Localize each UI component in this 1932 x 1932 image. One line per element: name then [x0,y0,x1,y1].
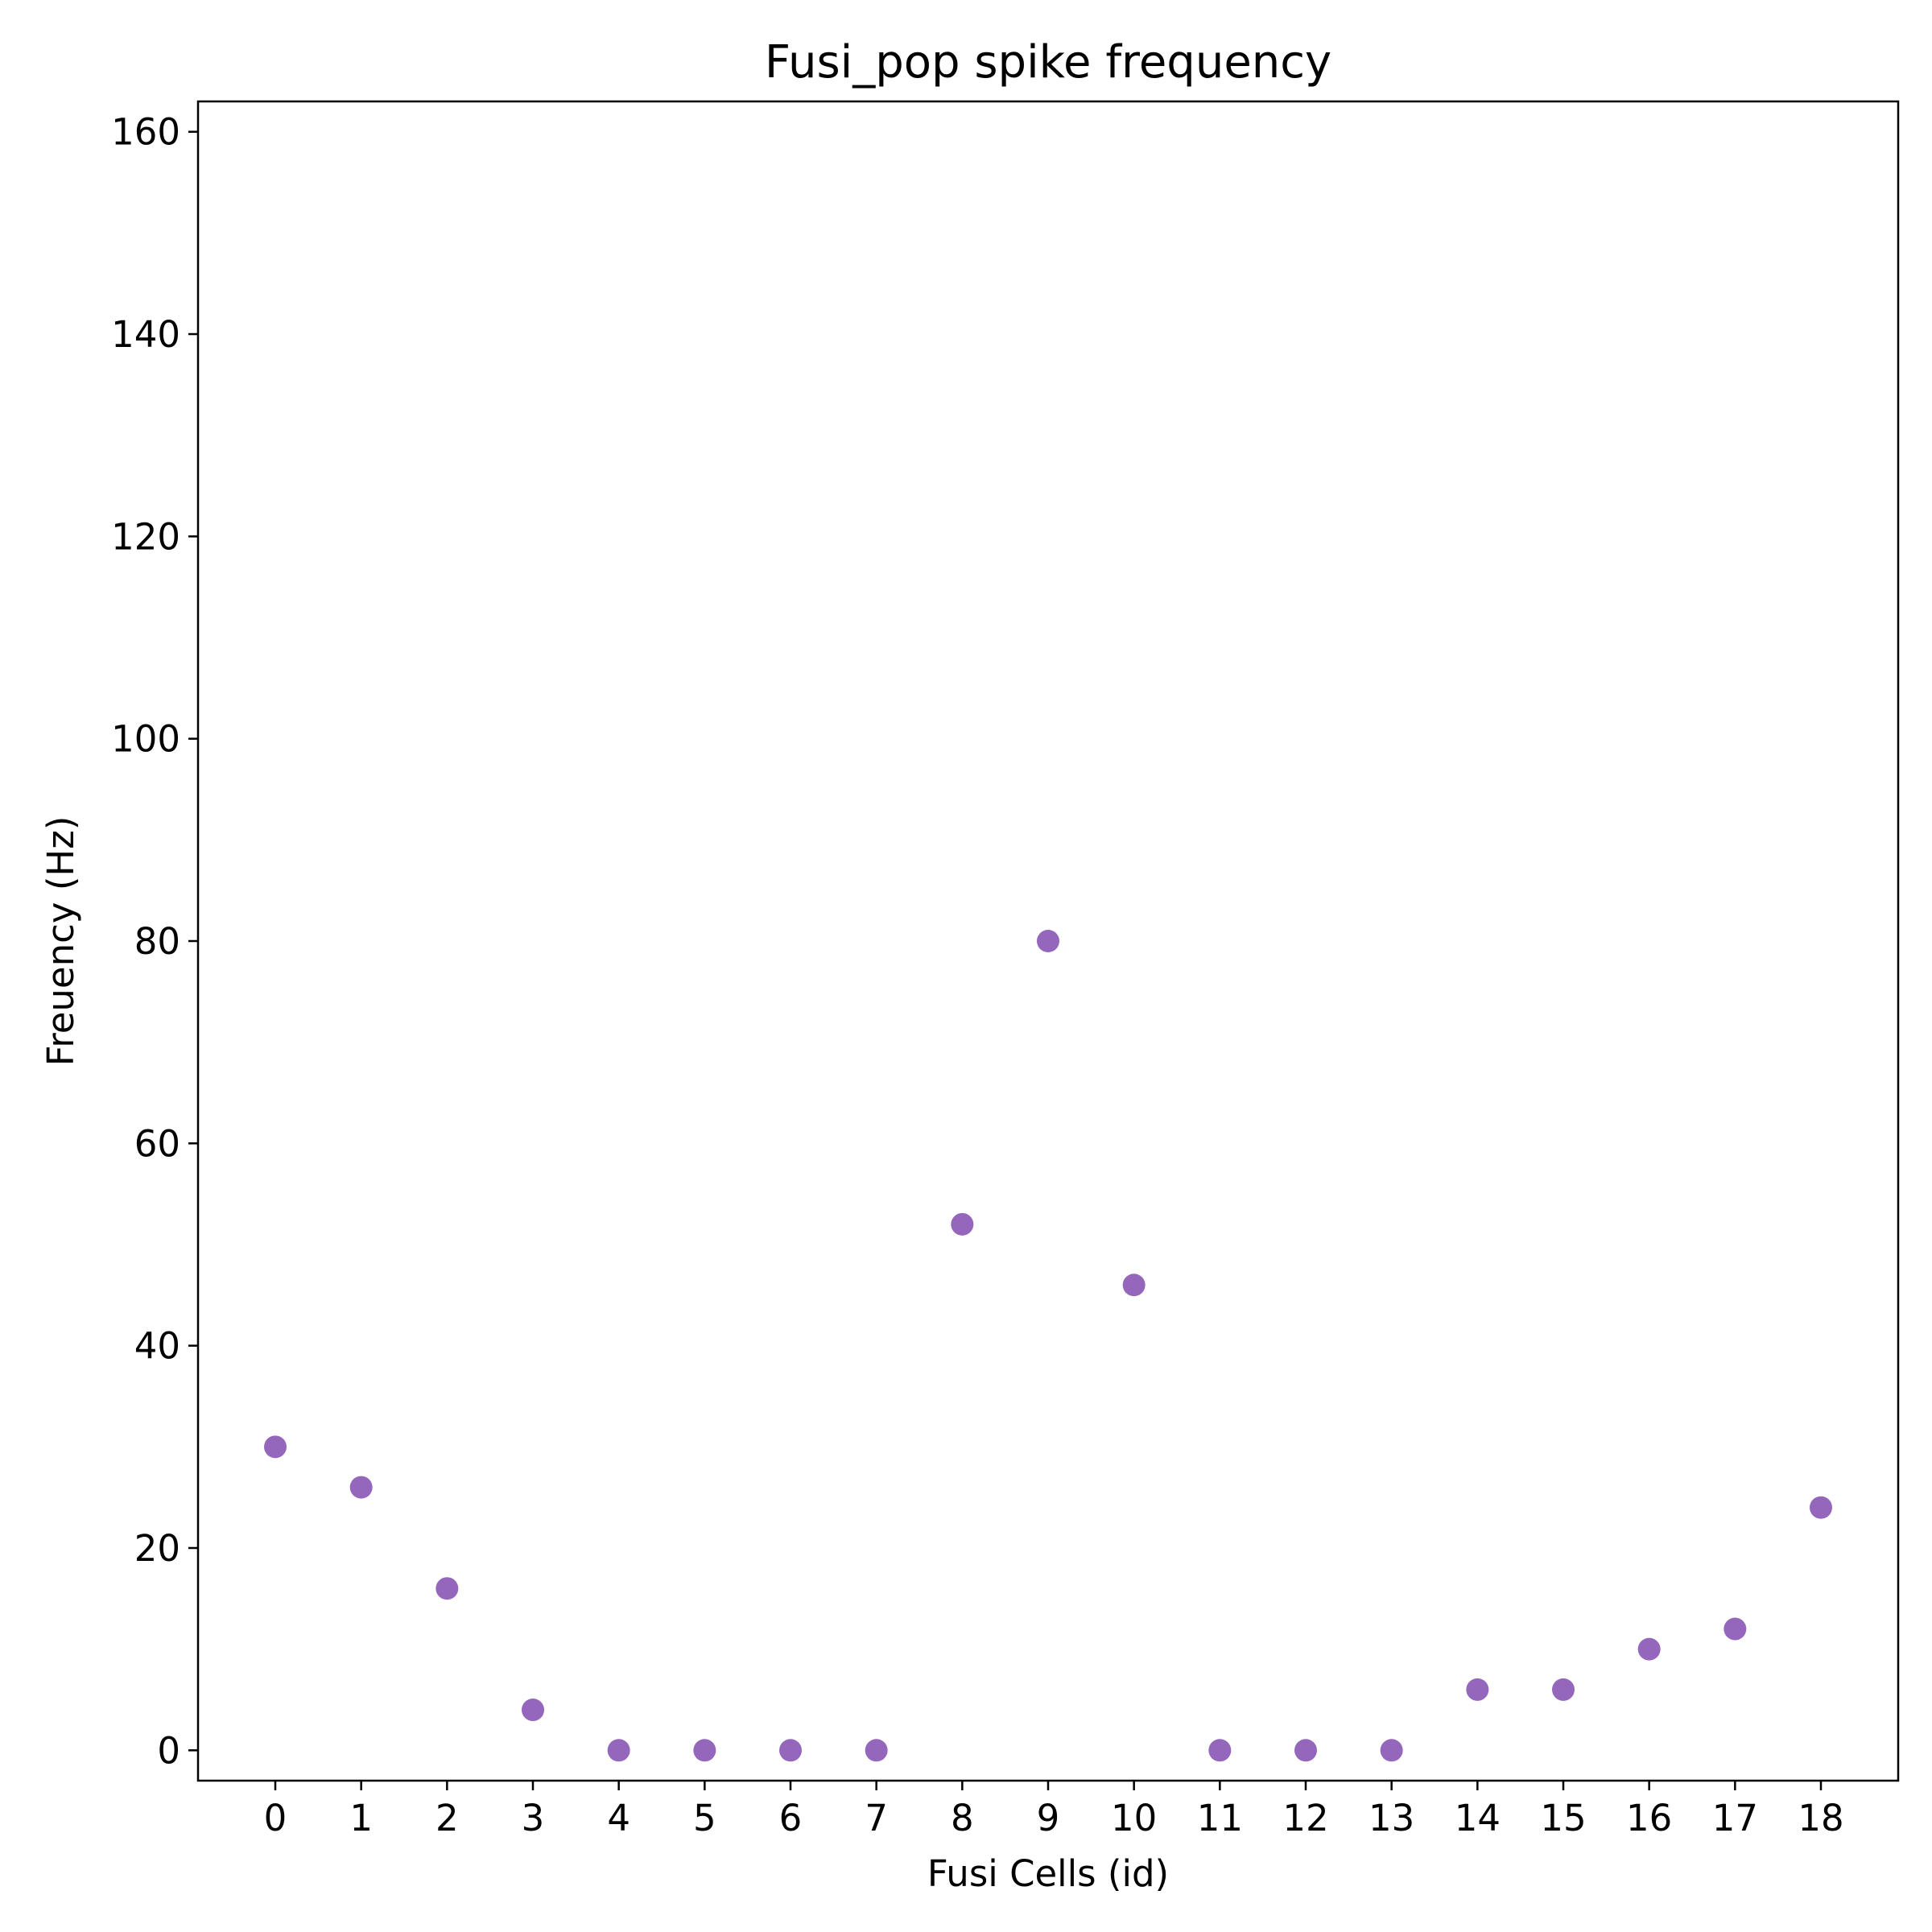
x-tick-label: 9 [1037,1797,1060,1839]
x-axis-label: Fusi Cells (id) [927,1852,1169,1895]
data-point [607,1739,630,1762]
x-tick-label: 12 [1282,1797,1328,1839]
plot-area-frame [196,100,1900,1782]
data-point [264,1435,287,1459]
data-point [1810,1496,1832,1519]
x-tick-label: 0 [264,1797,287,1839]
x-tick-label: 4 [607,1797,630,1839]
y-tick-label: 100 [111,718,180,761]
x-axis-ticks: 0 1 2 3 4 5 6 7 8 9 10 11 12 13 14 15 16 17 18 [264,1781,1844,1839]
y-tick-label: 140 [111,313,180,356]
x-tick-label: 6 [779,1797,803,1839]
x-tick-label: 7 [865,1797,888,1839]
x-tick-label: 11 [1197,1797,1243,1839]
x-tick-label: 18 [1798,1797,1843,1839]
y-tick-label: 0 [157,1729,180,1772]
data-point [522,1699,544,1722]
data-point [865,1739,888,1762]
data-points [264,930,1832,1762]
data-point [1037,930,1059,952]
x-tick-label: 14 [1455,1797,1501,1839]
chart-title: Fusi_pop spike frequency [765,36,1331,89]
data-point [951,1212,974,1236]
y-tick-label: 120 [111,515,180,558]
data-point [1380,1739,1403,1762]
y-tick-label: 40 [134,1325,180,1368]
data-point [1122,1274,1146,1297]
data-point [436,1577,459,1600]
y-tick-label: 80 [134,920,180,963]
data-point [693,1739,716,1762]
x-tick-label: 10 [1111,1797,1157,1839]
y-tick-label: 60 [134,1122,180,1165]
data-point [779,1739,802,1762]
data-point [1637,1637,1661,1661]
x-tick-label: 17 [1712,1797,1758,1839]
x-tick-label: 1 [349,1797,373,1839]
data-point [1724,1617,1747,1641]
data-point [1208,1739,1232,1762]
data-point [349,1476,373,1499]
x-tick-label: 16 [1626,1797,1672,1839]
y-tick-label: 20 [134,1527,180,1570]
data-point [1294,1739,1317,1762]
y-axis-ticks: 0 20 40 60 80 100 120 140 160 [111,111,198,1772]
data-point [1552,1678,1575,1701]
x-tick-label: 5 [693,1797,716,1839]
x-tick-label: 3 [522,1797,545,1839]
y-tick-label: 160 [111,111,180,154]
x-tick-label: 15 [1540,1797,1586,1839]
x-tick-label: 2 [436,1797,459,1839]
data-point [1466,1678,1489,1701]
x-tick-label: 8 [951,1797,974,1839]
y-axis-label: Freuency (Hz) [39,816,82,1067]
x-tick-label: 13 [1368,1797,1414,1839]
